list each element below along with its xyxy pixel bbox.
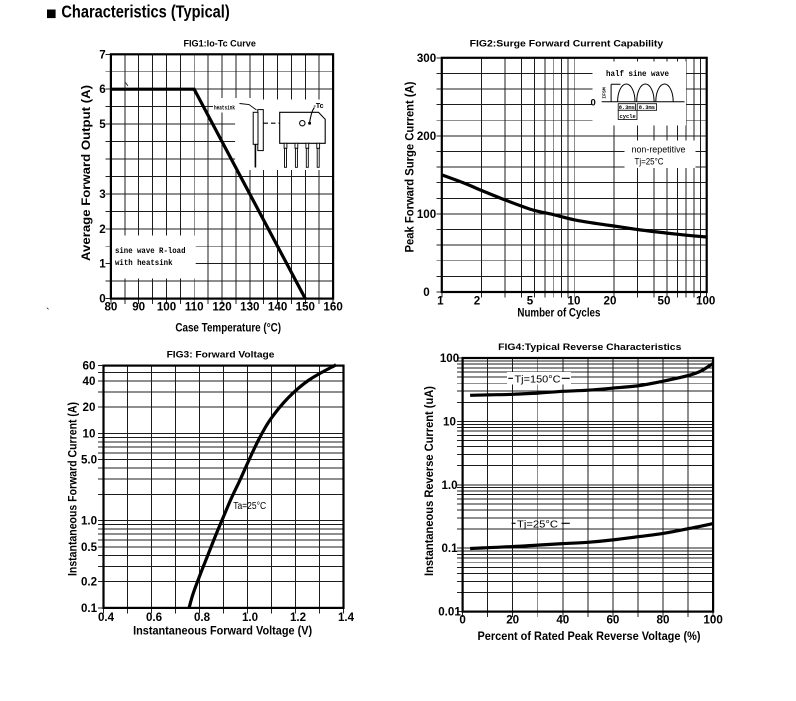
svg-text:Instantaneous Reverse Current: Instantaneous Reverse Current (uA): [422, 386, 436, 576]
svg-text:FIG4:Typical Reverse Character: FIG4:Typical Reverse Characteristics: [498, 342, 681, 352]
svg-text:Instantaneous Forward Voltage: Instantaneous Forward Voltage (V): [133, 624, 312, 638]
svg-text:0.5: 0.5: [81, 541, 98, 554]
svg-text:0: 0: [459, 614, 465, 627]
svg-text:with heatsink: with heatsink: [115, 258, 173, 268]
svg-text:1: 1: [437, 295, 444, 308]
svg-text:2: 2: [474, 295, 480, 308]
svg-text:5.0: 5.0: [81, 454, 97, 467]
svg-text:100: 100: [157, 301, 176, 314]
svg-text:1.0: 1.0: [81, 515, 97, 528]
svg-text:2: 2: [99, 223, 105, 236]
svg-text:1.0: 1.0: [242, 611, 258, 624]
svg-text:0.8: 0.8: [194, 611, 211, 624]
svg-text:100: 100: [440, 352, 459, 365]
svg-text:8.3ms: 8.3ms: [619, 105, 635, 111]
svg-text:7: 7: [99, 48, 105, 61]
svg-text:FIG2:Surge Forward Current Cap: FIG2:Surge Forward Current Capability: [470, 39, 665, 49]
svg-text:100: 100: [696, 295, 715, 308]
svg-text:3: 3: [99, 188, 106, 201]
svg-text:1.4: 1.4: [338, 611, 355, 624]
svg-text:300: 300: [417, 52, 436, 65]
svg-text:40: 40: [83, 375, 96, 388]
svg-text:5: 5: [527, 295, 534, 308]
svg-text:90: 90: [132, 301, 145, 314]
svg-text:IFSM: IFSM: [602, 87, 608, 99]
svg-text:6: 6: [99, 83, 106, 96]
svg-text:100: 100: [417, 208, 436, 221]
svg-text:1.2: 1.2: [290, 611, 306, 624]
svg-text:110: 110: [185, 301, 204, 314]
svg-text:50: 50: [658, 295, 671, 308]
svg-text:0.6: 0.6: [146, 611, 163, 624]
svg-text:0: 0: [423, 286, 429, 299]
svg-text:130: 130: [240, 301, 259, 314]
svg-text:0.1: 0.1: [81, 602, 98, 615]
svg-text:8.3ms: 8.3ms: [639, 105, 655, 111]
svg-text:FIG1:Io-Tc Curve: FIG1:Io-Tc Curve: [184, 38, 256, 48]
svg-text:1.0: 1.0: [441, 479, 457, 492]
svg-text:-Tc: -Tc: [314, 103, 324, 110]
svg-text:100: 100: [703, 614, 722, 627]
svg-text:10: 10: [568, 295, 581, 308]
svg-text:20: 20: [604, 295, 617, 308]
svg-text:Average Forward Output (A): Average Forward Output (A): [79, 85, 93, 261]
svg-text:5: 5: [99, 118, 106, 131]
svg-text:10: 10: [443, 415, 456, 428]
svg-text:1: 1: [99, 258, 106, 271]
svg-text:40: 40: [556, 614, 569, 627]
svg-text:80: 80: [104, 301, 117, 314]
svg-text:FIG3: Forward Voltage: FIG3: Forward Voltage: [167, 350, 275, 360]
svg-text:60: 60: [83, 360, 96, 373]
svg-text:Percent of Rated Peak Reverse: Percent of Rated Peak Reverse Voltage (%…: [478, 629, 701, 643]
svg-text:150: 150: [296, 301, 315, 314]
svg-text:10: 10: [83, 428, 96, 441]
svg-text:cycle: cycle: [620, 114, 636, 120]
svg-text:Tj=25°C: Tj=25°C: [517, 519, 558, 530]
svg-text:0: 0: [99, 293, 105, 306]
svg-text:Characteristics (Typical): Characteristics (Typical): [61, 2, 229, 22]
svg-text:heatsink: heatsink: [214, 105, 235, 112]
svg-text:Tj=150°C: Tj=150°C: [515, 374, 561, 385]
svg-text:160: 160: [323, 301, 342, 314]
svg-text:0.2: 0.2: [81, 576, 97, 589]
svg-text:`: `: [46, 307, 50, 319]
svg-text:200: 200: [417, 130, 436, 143]
svg-text:sine wave R-load: sine wave R-load: [115, 246, 186, 256]
svg-text:0.01: 0.01: [438, 606, 461, 619]
svg-text:non-repetitive: non-repetitive: [632, 145, 686, 155]
svg-text:20: 20: [506, 614, 519, 627]
svg-text:Instantaneous Forward Current: Instantaneous Forward Current (A): [66, 402, 80, 576]
svg-text:Peak Forward Surge Current (A): Peak Forward Surge Current (A): [403, 81, 417, 252]
svg-text:Ta=25°C: Ta=25°C: [233, 501, 266, 512]
svg-text:Case Temperature (°C): Case Temperature (°C): [175, 321, 281, 335]
svg-text:half sine wave: half sine wave: [606, 69, 669, 79]
svg-text:0: 0: [591, 98, 596, 109]
svg-text:80: 80: [657, 614, 670, 627]
svg-text:0.4: 0.4: [98, 611, 115, 624]
svg-text:Tj=25°C: Tj=25°C: [635, 157, 664, 167]
svg-text:60: 60: [606, 614, 619, 627]
svg-text:120: 120: [212, 301, 231, 314]
svg-text:0.1: 0.1: [441, 542, 458, 555]
svg-text:140: 140: [268, 301, 287, 314]
svg-text:Number of Cycles: Number of Cycles: [517, 306, 600, 320]
svg-text:20: 20: [83, 401, 96, 414]
